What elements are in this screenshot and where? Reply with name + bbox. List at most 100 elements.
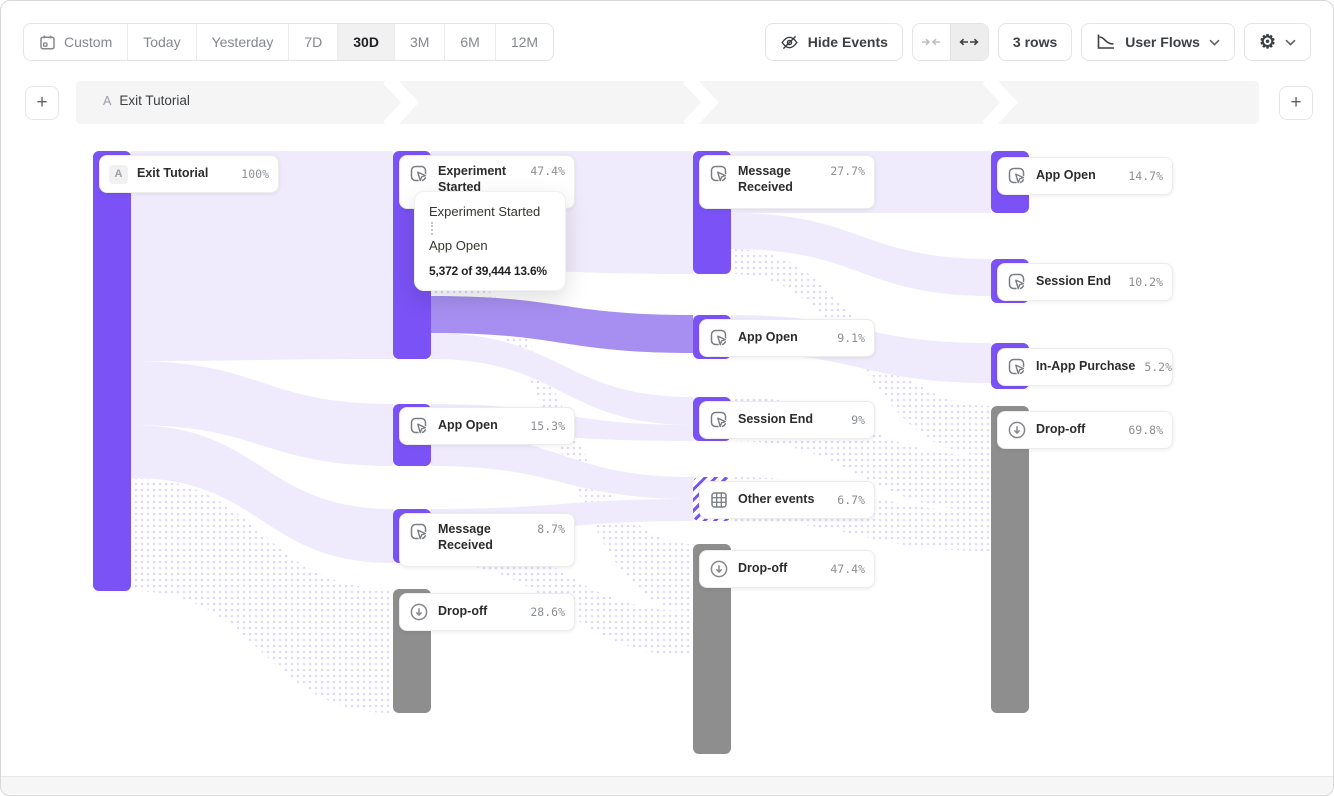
node-card-dropoff-4[interactable]: Drop-off 69.8% bbox=[997, 411, 1173, 449]
chevron-down-icon bbox=[1209, 39, 1220, 46]
node-pct: 28.6% bbox=[530, 605, 565, 619]
node-card-session-end-4[interactable]: Session End 10.2% bbox=[997, 263, 1173, 301]
node-card-other-events[interactable]: Other events 6.7% bbox=[699, 481, 875, 519]
settings-button[interactable]: ⚙ bbox=[1243, 23, 1311, 61]
date-range-30d-selected[interactable]: 30D bbox=[337, 24, 394, 60]
node-pct: 6.7% bbox=[837, 493, 865, 507]
node-label: Drop-off bbox=[738, 561, 788, 576]
rows-button[interactable]: 3 rows bbox=[997, 23, 1073, 61]
node-pct: 14.7% bbox=[1128, 169, 1163, 183]
event-click-icon bbox=[709, 328, 729, 348]
date-range-label: 30D bbox=[353, 34, 379, 50]
node-card-app-open-2[interactable]: App Open 15.3% bbox=[399, 407, 575, 445]
node-card-exit-tutorial[interactable]: A Exit Tutorial 100% bbox=[99, 155, 279, 193]
node-pct: 47.4% bbox=[530, 164, 565, 178]
date-range-custom[interactable]: Custom bbox=[24, 24, 127, 60]
calendar-icon bbox=[39, 34, 56, 51]
node-pct: 9.1% bbox=[837, 331, 865, 345]
bottom-scroll-strip[interactable] bbox=[1, 776, 1333, 794]
node-bar-exit-tutorial[interactable] bbox=[93, 151, 131, 591]
node-card-app-open-4[interactable]: App Open 14.7% bbox=[997, 157, 1173, 195]
spacing-toggle bbox=[911, 23, 989, 61]
date-range-label: Yesterday bbox=[211, 34, 274, 50]
node-label: Drop-off bbox=[1036, 422, 1086, 437]
date-range-label: 7D bbox=[304, 34, 323, 50]
node-label: App Open bbox=[1036, 168, 1096, 183]
node-card-session-end-3[interactable]: Session End 9% bbox=[699, 401, 875, 439]
node-pct: 15.3% bbox=[530, 419, 565, 433]
chevron-down-icon bbox=[1285, 39, 1296, 46]
date-range-6m[interactable]: 6M bbox=[444, 24, 494, 60]
node-pct: 9% bbox=[851, 413, 865, 427]
date-range-label: Custom bbox=[64, 34, 113, 50]
step-title: Exit Tutorial bbox=[119, 93, 190, 108]
node-card-message-received-3[interactable]: Message Received 27.7% bbox=[699, 155, 875, 209]
node-pct: 27.7% bbox=[830, 164, 865, 178]
event-click-icon bbox=[1007, 272, 1027, 292]
node-label: Session End bbox=[738, 412, 814, 427]
flow-tooltip: Experiment Started App Open 5,372 of 39,… bbox=[414, 191, 566, 291]
node-bar-dropoff-4[interactable] bbox=[991, 406, 1029, 713]
rows-label: 3 rows bbox=[1012, 34, 1058, 50]
hide-events-button[interactable]: Hide Events bbox=[764, 23, 903, 61]
add-step-right-button[interactable]: + bbox=[1279, 86, 1313, 120]
node-card-message-received-2[interactable]: Message Received 8.7% bbox=[399, 513, 575, 567]
event-click-icon bbox=[1007, 166, 1027, 186]
view-selector[interactable]: User Flows bbox=[1081, 23, 1235, 61]
expand-columns-button[interactable] bbox=[949, 24, 988, 60]
tooltip-target-event: App Open bbox=[429, 238, 488, 253]
step-strip[interactable]: A Exit Tutorial bbox=[76, 81, 1259, 124]
step-chevrons bbox=[383, 81, 1018, 124]
plus-icon: + bbox=[36, 92, 48, 113]
dropoff-icon bbox=[409, 602, 429, 622]
event-click-icon bbox=[409, 416, 429, 436]
node-card-dropoff-2[interactable]: Drop-off 28.6% bbox=[399, 593, 575, 631]
date-range-7d[interactable]: 7D bbox=[288, 24, 337, 60]
event-a-badge: A bbox=[109, 164, 128, 184]
step-1-label: A Exit Tutorial bbox=[103, 93, 190, 108]
node-pct: 5.2% bbox=[1144, 360, 1173, 374]
node-card-dropoff-3[interactable]: Drop-off 47.4% bbox=[699, 550, 875, 588]
flow-chart-icon bbox=[1096, 33, 1116, 51]
event-click-icon bbox=[409, 522, 429, 542]
toolbar: Custom Today Yesterday 7D 30D 3M 6M 12M … bbox=[23, 23, 1311, 61]
collapse-columns-button[interactable] bbox=[912, 24, 950, 60]
view-selector-label: User Flows bbox=[1125, 34, 1200, 50]
node-label: Exit Tutorial bbox=[137, 166, 209, 181]
date-range-label: Today bbox=[143, 34, 181, 50]
node-pct: 8.7% bbox=[537, 522, 565, 536]
toolbar-right: Hide Events 3 rows User Flows bbox=[764, 23, 1311, 61]
plus-icon: + bbox=[1290, 92, 1302, 113]
tooltip-connector bbox=[431, 222, 433, 235]
date-range-control: Custom Today Yesterday 7D 30D 3M 6M 12M bbox=[23, 23, 555, 61]
eye-off-icon bbox=[780, 33, 799, 52]
date-range-label: 3M bbox=[409, 34, 430, 50]
gear-icon: ⚙ bbox=[1258, 31, 1276, 53]
tooltip-source-event: Experiment Started bbox=[429, 204, 541, 219]
date-range-yesterday[interactable]: Yesterday bbox=[195, 24, 289, 60]
step-bar: + A Exit Tutorial + bbox=[1, 81, 1333, 124]
add-step-left-button[interactable]: + bbox=[25, 86, 59, 120]
node-pct: 47.4% bbox=[830, 562, 865, 576]
date-range-today[interactable]: Today bbox=[127, 24, 195, 60]
date-range-12m[interactable]: 12M bbox=[494, 24, 553, 60]
node-label: Session End bbox=[1036, 274, 1112, 289]
date-range-label: 6M bbox=[460, 34, 480, 50]
node-label: Drop-off bbox=[438, 604, 488, 619]
node-pct: 69.8% bbox=[1128, 423, 1163, 437]
node-pct: 10.2% bbox=[1128, 275, 1163, 289]
hide-events-label: Hide Events bbox=[807, 34, 888, 50]
node-label: In-App Purchase bbox=[1036, 359, 1136, 374]
node-label: App Open bbox=[738, 330, 798, 345]
node-card-app-open-3[interactable]: App Open 9.1% bbox=[699, 319, 875, 357]
dropoff-icon bbox=[1007, 420, 1027, 440]
node-pct: 100% bbox=[241, 167, 269, 181]
date-range-3m[interactable]: 3M bbox=[393, 24, 444, 60]
event-click-icon bbox=[709, 164, 729, 184]
node-card-in-app-purchase[interactable]: In-App Purchase 5.2% bbox=[997, 348, 1173, 386]
other-events-grid-icon bbox=[709, 490, 729, 510]
dropoff-icon bbox=[709, 559, 729, 579]
date-range-label: 12M bbox=[510, 34, 539, 50]
node-label: Message Received bbox=[738, 164, 793, 194]
